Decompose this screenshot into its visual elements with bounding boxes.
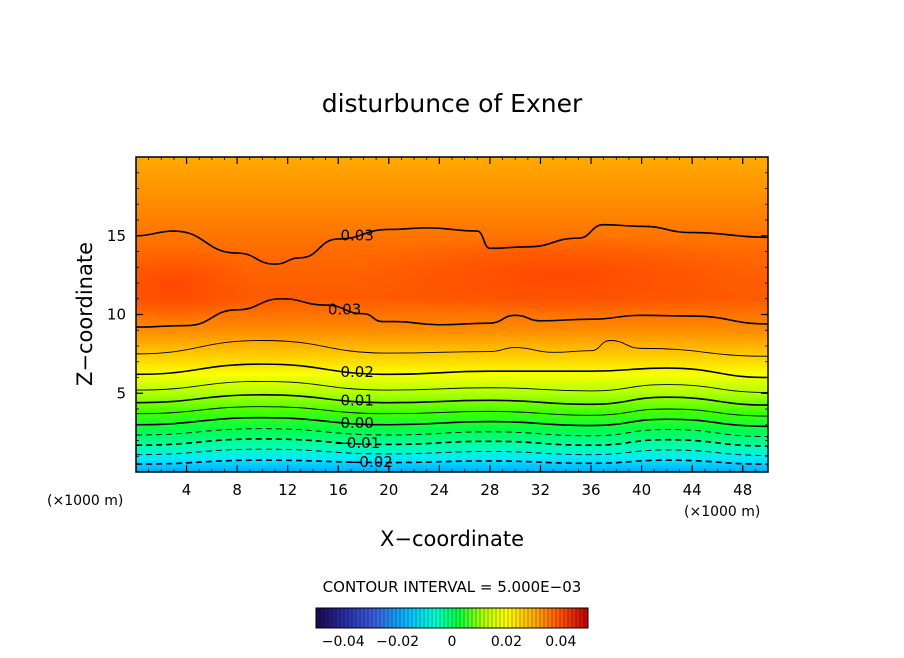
x-tick-label: 4 [182,481,192,499]
x-tick-label: 48 [733,481,752,499]
x-tick-label: 44 [683,481,702,499]
x-tick-label: 24 [430,481,449,499]
contour-line [136,297,768,328]
contour-line [136,459,768,465]
colorbar-tick-label: 0.02 [491,634,522,650]
x-tick-label: 20 [379,481,398,499]
contour-label: 0.00 [340,414,373,432]
y-tick-label: 15 [107,227,126,245]
x-axis-unit: (×1000 m) [684,504,760,520]
contour-label: 0.03 [328,300,361,318]
plot-area [136,157,768,472]
contour-line [136,438,768,447]
colorbar-tick-label: −0.04 [322,634,365,650]
contour-line [136,223,768,265]
contour-labels: −0.02−0.01 0.00 0.01 0.02 0.03 0.03 [328,226,393,471]
contour-line [136,363,768,379]
colorbar-stripes [319,608,585,628]
contour-line [136,340,768,357]
contour-line [136,394,768,406]
field-max-right [340,235,768,315]
y-tick-label: 5 [116,384,126,402]
y-axis-unit: (×1000 m) [47,493,123,509]
contour-lines [136,223,768,465]
contour-label: −0.02 [347,453,393,471]
colorbar-tick-label: −0.02 [376,634,419,650]
x-tick-label: 40 [632,481,651,499]
x-tick-label: 36 [581,481,600,499]
colorbar-ticks: −0.04 −0.02 0 0.02 0.04 [322,634,577,650]
contour-line [136,380,768,393]
x-tick-label: 16 [329,481,348,499]
y-axis-label: Z−coordinate [73,242,97,386]
y-tick-label: 10 [107,306,126,324]
x-tick-label: 12 [278,481,297,499]
contour-label: 0.01 [340,392,373,410]
colorbar-tick-label: 0 [448,634,457,650]
x-axis-label: X−coordinate [380,527,524,551]
contour-label: 0.02 [340,363,373,381]
field-max-left [136,247,255,323]
chart-title: disturbunce of Exner [322,89,583,118]
x-tick-label: 32 [531,481,550,499]
colorbar: −0.04 −0.02 0 0.02 0.04 [315,607,589,650]
contour-label: 0.03 [340,226,373,244]
contour-line [136,416,768,428]
contour-label: −0.01 [334,434,380,452]
x-tick-label: 28 [480,481,499,499]
contour-interval-label: CONTOUR INTERVAL = 5.000E−03 [323,578,582,596]
x-tick-label: 8 [232,481,242,499]
colorbar-tick-label: 0.04 [545,634,576,650]
contour-line [136,428,768,438]
field-fill [136,157,768,472]
contour-line [136,448,768,456]
contour-line [136,406,768,417]
